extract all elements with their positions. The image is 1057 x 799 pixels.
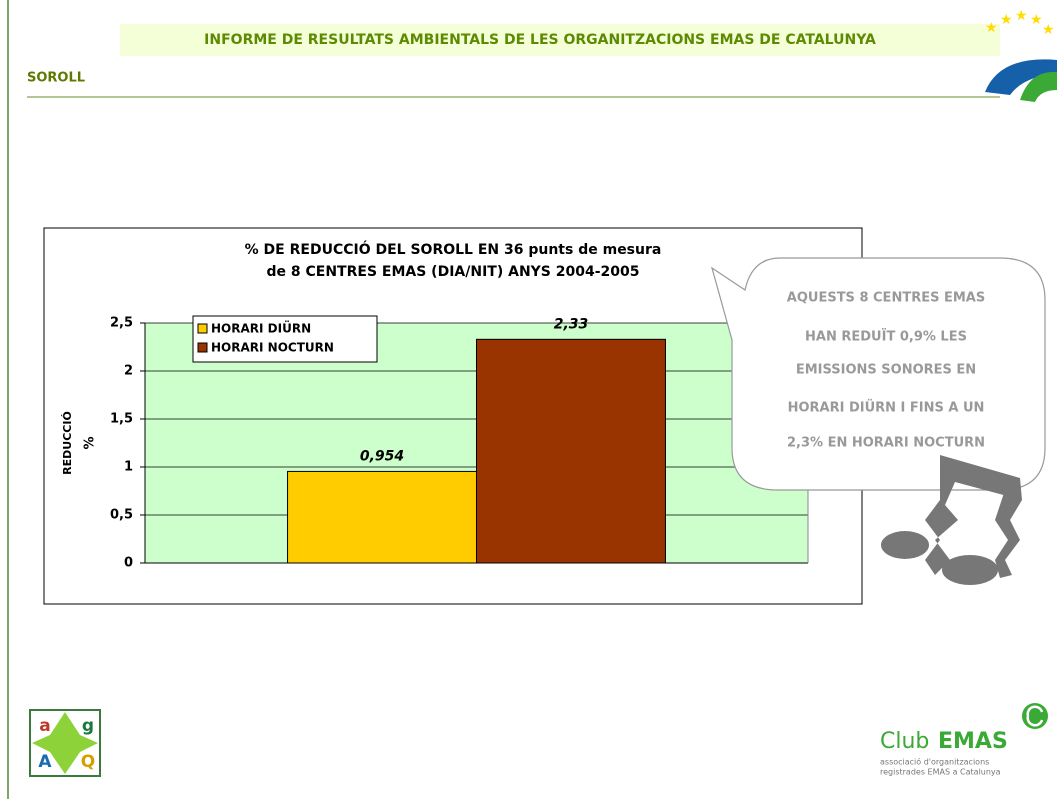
legend-label: HORARI DIÜRN (211, 321, 311, 336)
svg-text:★: ★ (985, 20, 998, 36)
chart-title: % DE REDUCCIÓ DEL SOROLL EN 36 punts de … (245, 240, 662, 258)
y-tick-label: 1 (124, 460, 133, 475)
callout-line: EMISSIONS SONORES EN (796, 363, 976, 378)
agaq-letter: g (82, 716, 94, 736)
club-name-emas: EMAS (938, 729, 1008, 754)
callout-line: HORARI DIÜRN I FINS A UN (788, 400, 985, 416)
y-tick-label: 1,5 (110, 412, 133, 427)
callout (710, 257, 1046, 491)
y-tick-label: 0,5 (110, 508, 133, 523)
section-title: SOROLL (27, 71, 85, 86)
eu-logo: ★ ★ ★ ★ ★ (985, 8, 1057, 102)
data-label: 0,954 (360, 448, 404, 464)
data-label: 2,33 (554, 316, 589, 332)
chart-title: de 8 CENTRES EMAS (DIA/NIT) ANYS 2004-20… (266, 264, 639, 280)
club-name: Club (880, 729, 929, 754)
bar (476, 338, 666, 564)
y-axis-label: % (83, 436, 98, 449)
club-tagline: registrades EMAS a Catalunya (880, 768, 1001, 777)
legend-swatch (197, 342, 208, 353)
agaq-letter: A (38, 752, 52, 772)
legend-swatch (197, 323, 208, 334)
svg-text:★: ★ (1030, 12, 1043, 28)
svg-text:★: ★ (1000, 12, 1013, 28)
y-axis-label: REDUCCIÓ (61, 411, 74, 475)
callout-line: AQUESTS 8 CENTRES EMAS (787, 291, 985, 306)
y-tick-label: 2 (124, 364, 133, 379)
agaq-logo (29, 709, 101, 777)
music-notes (881, 455, 1022, 585)
svg-text:★: ★ (1015, 8, 1028, 24)
club-tagline: associació d'organitzacions (880, 757, 989, 767)
agaq-letter: a (39, 716, 50, 736)
header-title: INFORME DE RESULTATS AMBIENTALS DE LES O… (204, 32, 876, 48)
y-tick-label: 0 (124, 556, 133, 571)
callout-line: HAN REDUÏT 0,9% LES (805, 329, 967, 345)
y-tick-label: 2,5 (110, 316, 133, 331)
agaq-letter: Q (81, 752, 95, 772)
clubemas-logo (1022, 703, 1048, 729)
callout-line: 2,3% EN HORARI NOCTURN (787, 436, 985, 451)
svg-text:★: ★ (1042, 22, 1055, 38)
bar (287, 470, 478, 564)
title-band (120, 24, 1000, 56)
legend (192, 315, 378, 363)
legend-label: HORARI NOCTURN (211, 341, 334, 355)
